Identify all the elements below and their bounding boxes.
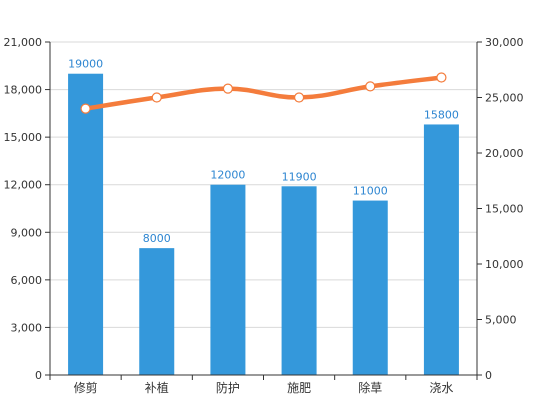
y-left-tick-label: 0 bbox=[35, 369, 42, 382]
y-left-tick-label: 3,000 bbox=[11, 321, 43, 334]
bar-value-label: 19000 bbox=[68, 58, 103, 71]
y-left-tick-label: 18,000 bbox=[4, 84, 43, 97]
line-series bbox=[80, 72, 447, 114]
x-tick-label: 除草 bbox=[358, 380, 382, 395]
bar-value-label: 15800 bbox=[424, 108, 459, 121]
y-right-tick-label: 20,000 bbox=[485, 147, 524, 160]
data-labels: 19000 8000 12000 11900 11000 15800 bbox=[68, 58, 459, 245]
line-point bbox=[151, 92, 162, 103]
axes: 0 3,000 6,000 9,000 12,000 15,000 18,000 21,000… bbox=[4, 36, 524, 395]
line-point bbox=[436, 72, 447, 83]
series-line bbox=[83, 75, 444, 111]
line-point bbox=[80, 103, 91, 114]
y-right-tick-label: 0 bbox=[485, 369, 492, 382]
y-right-tick-label: 5,000 bbox=[485, 314, 517, 327]
bar-series bbox=[68, 73, 459, 375]
line-point bbox=[222, 83, 234, 94]
line-point bbox=[365, 81, 376, 92]
x-tick-label: 修剪 bbox=[74, 380, 98, 395]
grid-lines bbox=[50, 41, 477, 328]
bar-value-label: 11000 bbox=[353, 185, 388, 198]
y-left-tick-label: 12,000 bbox=[4, 179, 43, 192]
y-right-tick-label: 25,000 bbox=[485, 92, 524, 105]
bar bbox=[139, 248, 175, 375]
bar bbox=[210, 184, 246, 375]
bar bbox=[352, 200, 388, 375]
bar-value-label: 11900 bbox=[282, 170, 317, 183]
bar bbox=[281, 186, 317, 375]
x-tick-label: 补植 bbox=[145, 380, 169, 395]
x-tick-label: 防护 bbox=[216, 380, 240, 395]
line-point bbox=[293, 92, 305, 103]
bar-value-label: 12000 bbox=[210, 169, 245, 182]
bar bbox=[68, 73, 104, 375]
x-tick-label: 浇水 bbox=[429, 381, 453, 395]
y-right-tick-label: 10,000 bbox=[485, 258, 524, 271]
y-right-tick-label: 30,000 bbox=[485, 36, 524, 49]
y-right-tick-label: 15,000 bbox=[485, 203, 524, 216]
y-left-tick-label: 21,000 bbox=[4, 36, 43, 49]
bar bbox=[423, 124, 459, 375]
x-tick-label: 施肥 bbox=[287, 381, 311, 395]
y-left-tick-label: 6,000 bbox=[11, 274, 43, 287]
y-left-tick-label: 9,000 bbox=[11, 226, 43, 239]
bar-value-label: 8000 bbox=[143, 232, 171, 245]
y-left-tick-label: 15,000 bbox=[4, 131, 43, 144]
